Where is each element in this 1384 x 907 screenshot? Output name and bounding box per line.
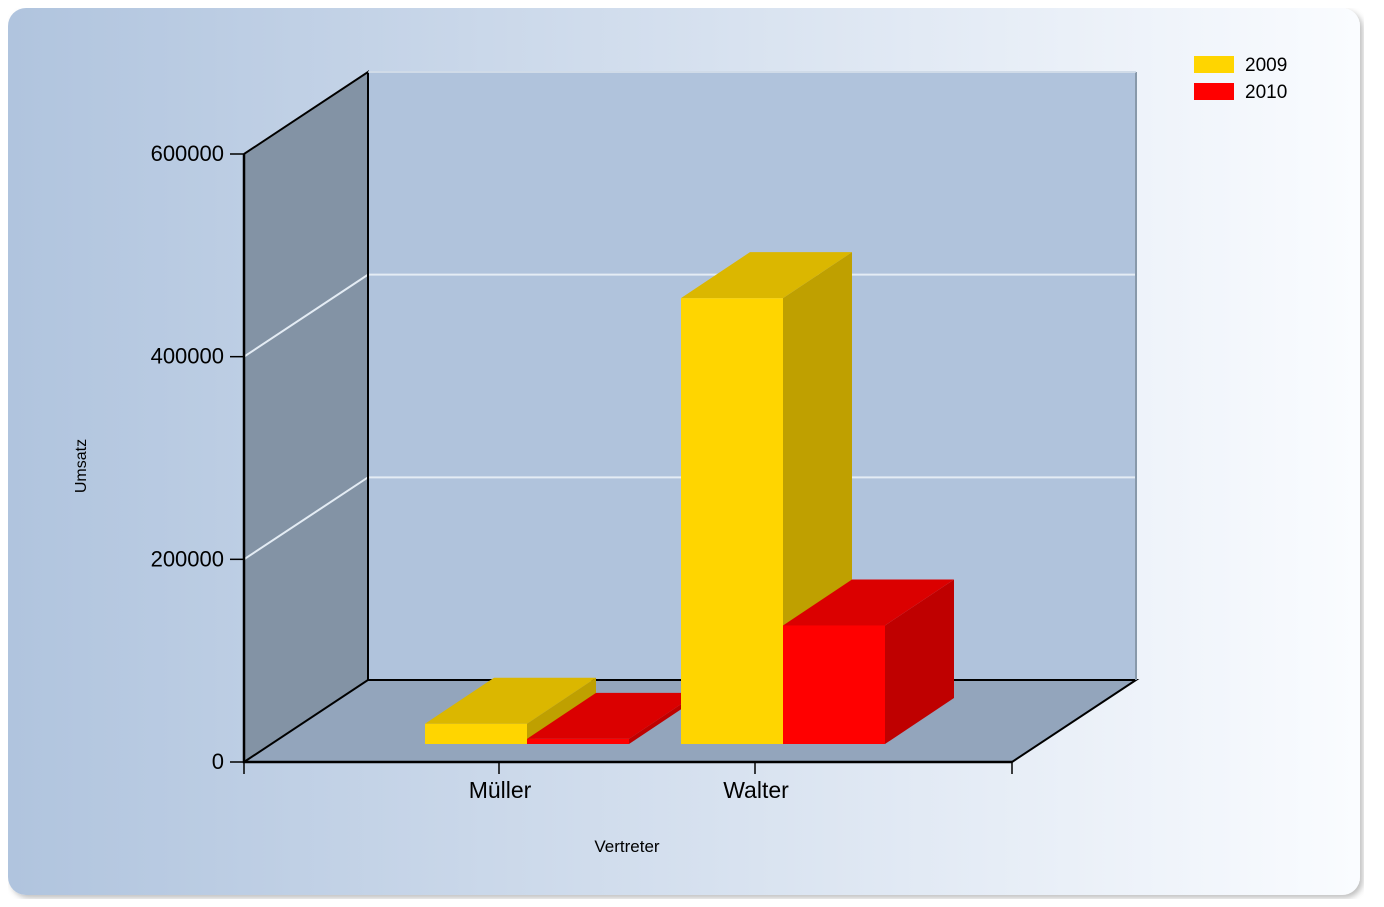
bar-top <box>783 579 954 626</box>
y-tick-label: 600000 <box>151 141 224 166</box>
legend: 2009 2010 <box>1194 55 1287 103</box>
bar-top <box>681 252 852 299</box>
y-tick-label: 200000 <box>151 546 224 571</box>
y-tick-label: 0 <box>212 749 224 774</box>
legend-label: 2010 <box>1245 82 1287 103</box>
bar-side <box>885 579 954 744</box>
x-axis-ticks: Müller Walter <box>243 762 1013 803</box>
legend-swatch <box>1194 56 1234 73</box>
bar <box>527 692 698 744</box>
bar-front <box>527 738 629 744</box>
y-tick-label: 400000 <box>151 344 224 369</box>
bar <box>783 579 954 744</box>
bar-side <box>629 692 698 744</box>
y-axis-label: Umsatz <box>73 439 90 493</box>
x-tick-label: Müller <box>469 777 532 803</box>
legend-label: 2009 <box>1245 55 1287 76</box>
x-tick-label: Walter <box>723 777 789 803</box>
bar-front <box>425 723 527 744</box>
side-wall-edge <box>243 70 369 763</box>
y-axis-ticks: 0 200000 400000 600000 <box>151 141 244 774</box>
chart-panel: 0 200000 400000 600000 Müller Walter Umsatz … <box>8 8 1364 899</box>
legend-swatch <box>1194 83 1234 100</box>
bars <box>425 252 954 744</box>
side-wall <box>244 72 368 762</box>
bar-front <box>681 298 783 744</box>
x-axis-label: Vertreter <box>594 837 660 856</box>
bar-top <box>527 692 698 739</box>
bar-front <box>783 625 885 744</box>
bar-top <box>425 677 596 724</box>
